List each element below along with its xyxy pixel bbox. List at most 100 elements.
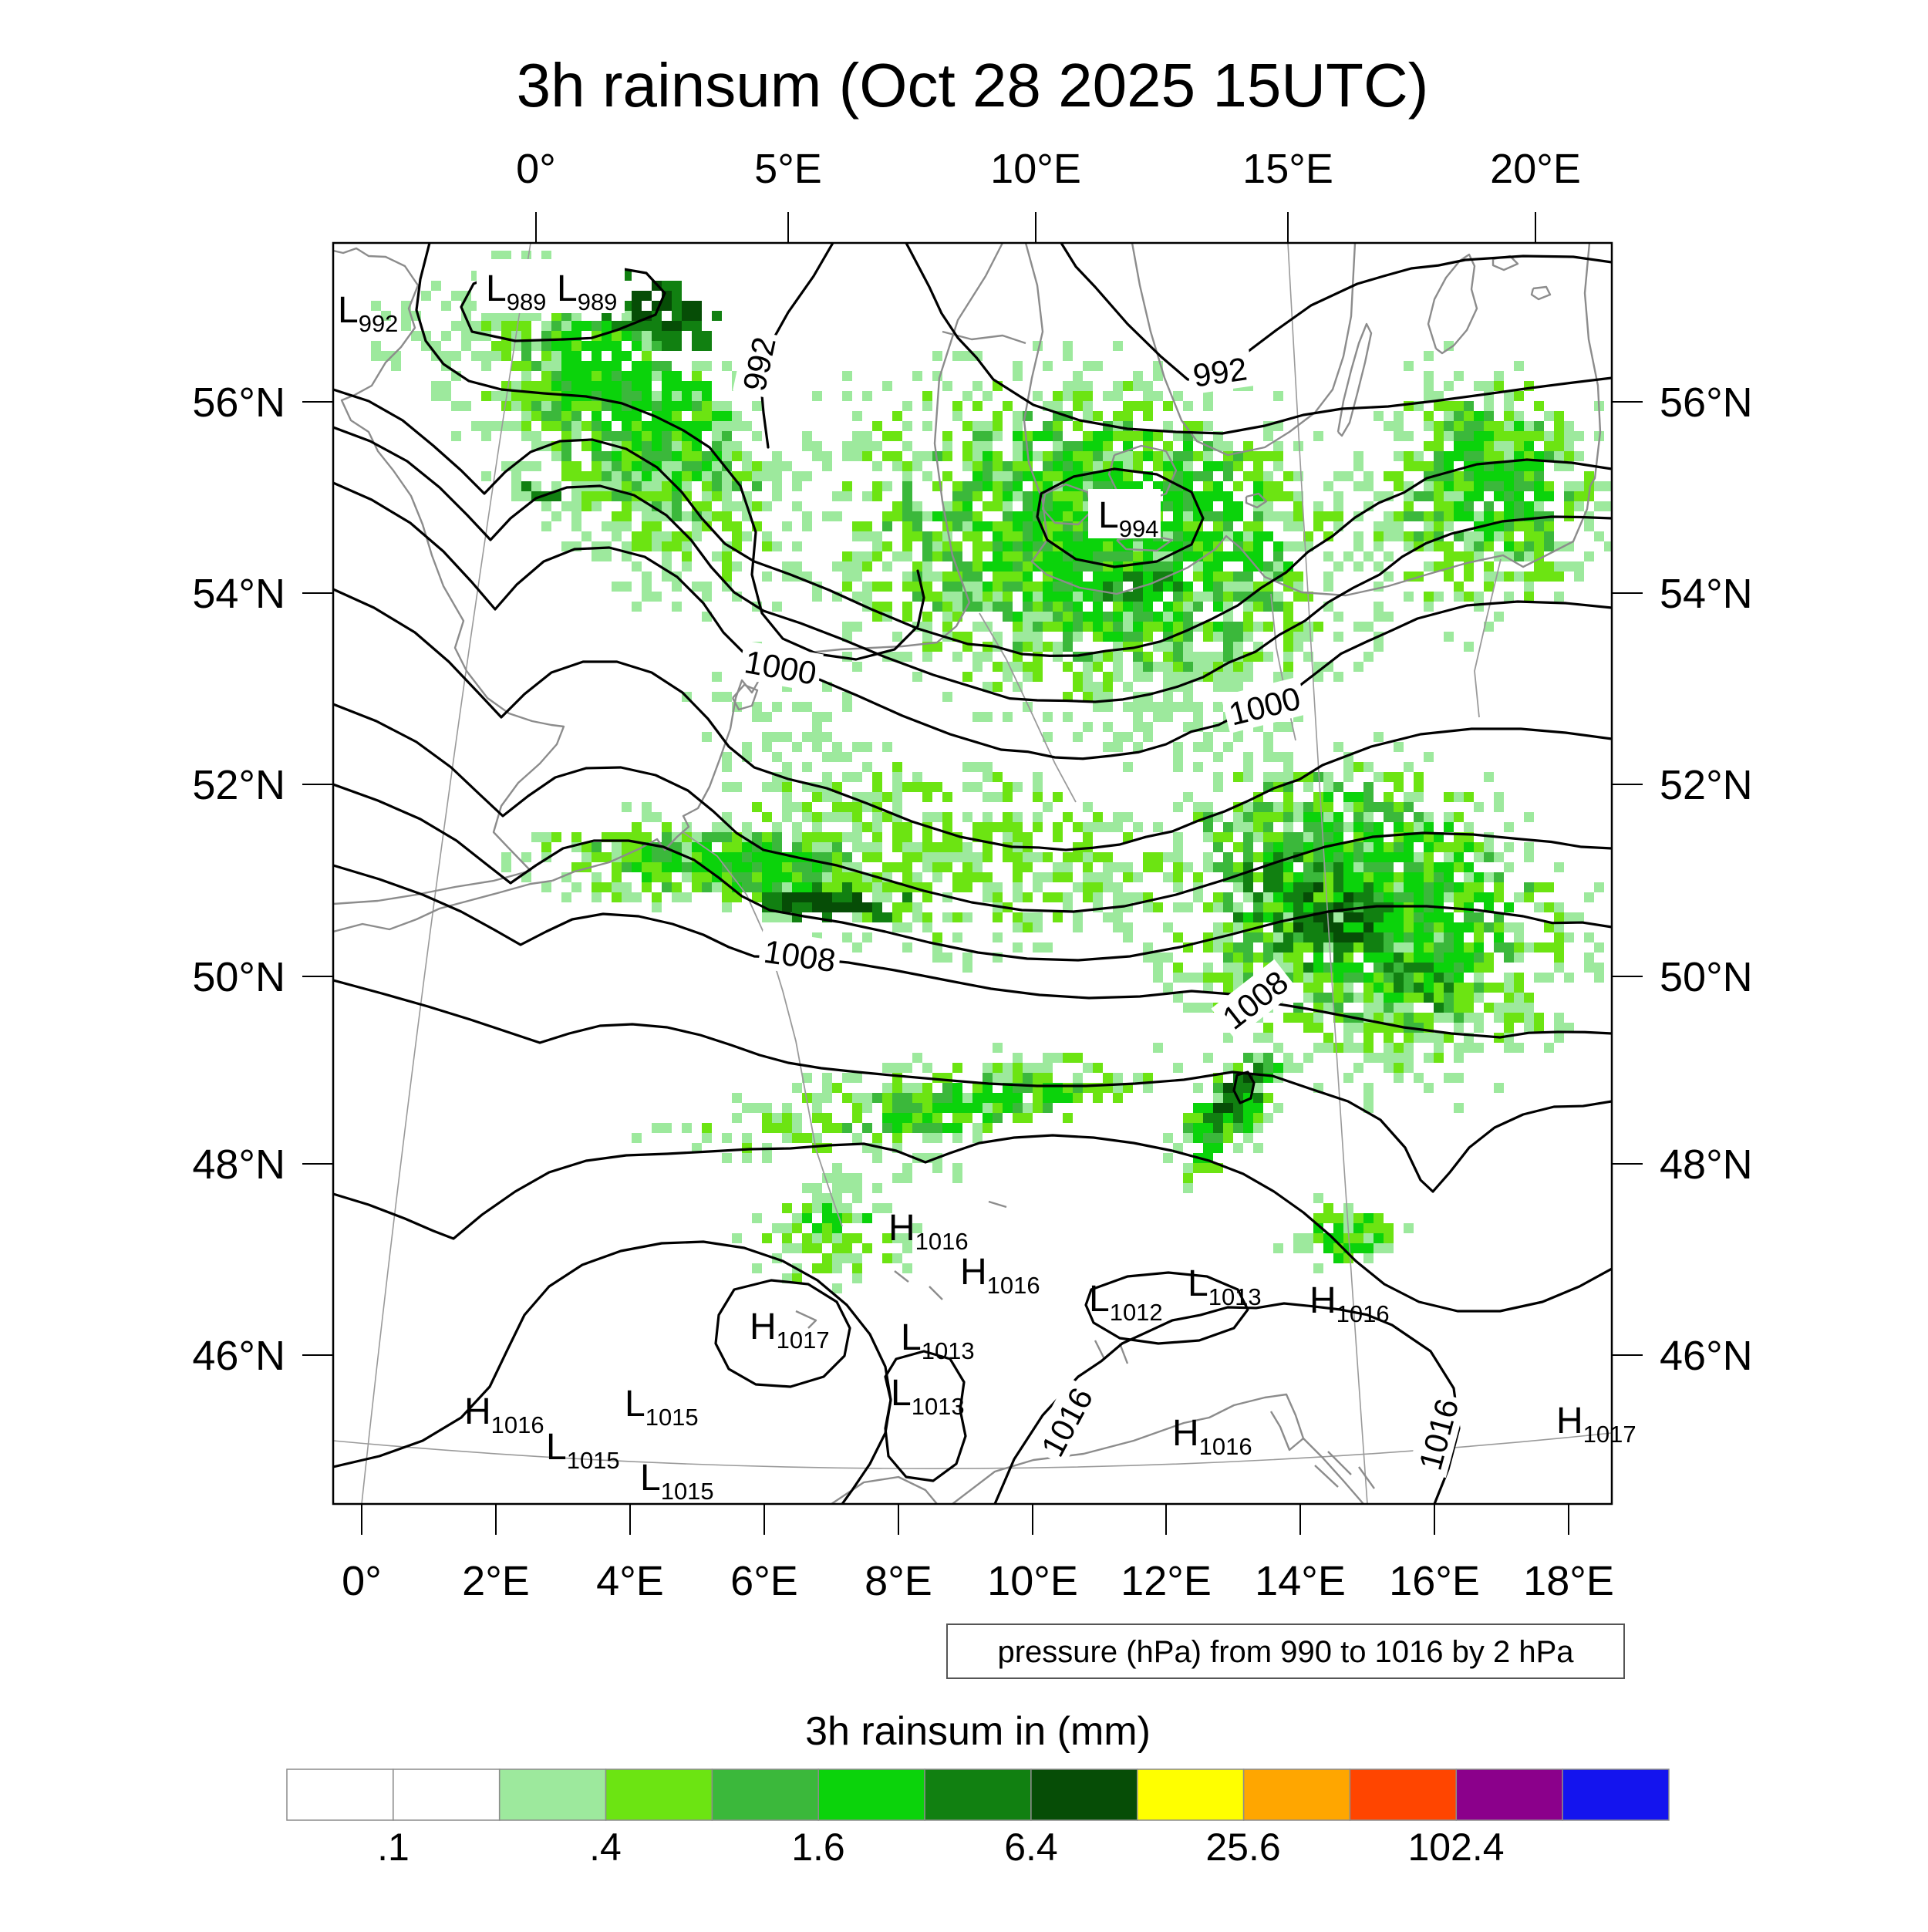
rain-pixel	[852, 622, 862, 632]
rain-pixel	[762, 782, 772, 792]
rain-pixel	[942, 792, 952, 802]
rain-pixel	[812, 1103, 822, 1113]
rain-pixel	[531, 431, 541, 441]
rain-pixel	[1454, 551, 1464, 561]
rain-pixel	[1213, 521, 1223, 531]
rain-pixel	[1414, 1013, 1424, 1023]
rain-pixel	[1253, 812, 1263, 822]
rain-pixel	[612, 331, 622, 341]
rain-pixel	[1213, 902, 1223, 912]
rain-pixel	[1263, 1063, 1273, 1073]
rain-pixel	[1534, 1013, 1544, 1023]
rain-pixel	[581, 501, 592, 511]
rain-pixel	[842, 832, 852, 842]
rain-pixel	[1394, 471, 1404, 481]
rain-pixel	[732, 451, 742, 461]
rain-pixel	[571, 511, 581, 521]
rain-pixel	[1524, 531, 1534, 541]
rain-pixel	[1404, 451, 1414, 461]
rain-pixel	[1213, 892, 1223, 902]
rain-pixel	[822, 752, 832, 762]
rain-pixel	[1534, 1023, 1544, 1033]
rain-pixel	[1113, 882, 1123, 892]
rain-pixel	[1213, 592, 1223, 602]
rain-pixel	[1163, 872, 1173, 882]
rain-pixel	[822, 842, 832, 852]
rain-pixel	[892, 1093, 902, 1103]
rain-pixel	[1444, 521, 1454, 531]
rain-pixel	[852, 822, 862, 832]
rain-pixel	[1013, 561, 1023, 572]
rain-pixel	[1524, 812, 1534, 822]
rain-pixel	[551, 361, 561, 371]
rain-pixel	[1464, 993, 1474, 1003]
rain-pixel	[983, 762, 993, 772]
rain-pixel	[1093, 882, 1103, 892]
rain-pixel	[672, 602, 682, 612]
rain-pixel	[491, 351, 501, 361]
rain-pixel	[962, 963, 972, 973]
rain-pixel	[622, 421, 632, 431]
rain-pixel	[612, 431, 622, 441]
rain-pixel	[722, 491, 732, 501]
rain-pixel	[1013, 572, 1023, 582]
rain-pixel	[682, 862, 692, 872]
rain-pixel	[1404, 461, 1414, 471]
rain-pixel	[872, 551, 882, 561]
rain-pixel	[1263, 932, 1273, 942]
rain-pixel	[912, 1223, 922, 1233]
rain-pixel	[862, 882, 872, 892]
rain-pixel	[592, 431, 602, 441]
rain-pixel	[1333, 1043, 1343, 1053]
rain-pixel	[772, 832, 782, 842]
rain-pixel	[481, 431, 491, 441]
rain-pixel	[1263, 511, 1273, 521]
rain-pixel	[451, 431, 461, 441]
rain-pixel	[592, 381, 602, 391]
rain-pixel	[1514, 521, 1524, 531]
rain-pixel	[1083, 451, 1093, 461]
rain-pixel	[932, 602, 942, 612]
rain-pixel	[1534, 973, 1544, 983]
rain-pixel	[1404, 491, 1414, 501]
rain-pixel	[1333, 782, 1343, 792]
rain-pixel	[1363, 1083, 1374, 1093]
rain-pixel	[852, 572, 862, 582]
rain-pixel	[1173, 842, 1183, 852]
rain-pixel	[1343, 471, 1353, 481]
rain-pixel	[983, 882, 993, 892]
rain-pixel	[1113, 1093, 1123, 1103]
rain-pixel	[1043, 361, 1053, 371]
rain-pixel	[1093, 682, 1103, 692]
rain-pixel	[842, 1093, 852, 1103]
rain-pixel	[481, 321, 491, 331]
rain-pixel	[1514, 391, 1524, 401]
rain-pixel	[602, 541, 612, 551]
rain-pixel	[742, 471, 752, 481]
rain-pixel	[1404, 1053, 1414, 1063]
rain-pixel	[1023, 1063, 1033, 1073]
rain-pixel	[1243, 822, 1253, 832]
rain-pixel	[1504, 983, 1514, 993]
rain-pixel	[1153, 973, 1163, 983]
rain-pixel	[1484, 421, 1494, 431]
rain-pixel	[1534, 401, 1544, 411]
rain-pixel	[1363, 822, 1374, 832]
rain-pixel	[561, 321, 571, 331]
rain-pixel	[592, 842, 602, 852]
rain-pixel	[1093, 852, 1103, 862]
rain-pixel	[1464, 481, 1474, 491]
rain-pixel	[1033, 812, 1043, 822]
rain-pixel	[822, 1193, 832, 1203]
rain-pixel	[752, 1103, 762, 1113]
rain-pixel	[1444, 812, 1454, 822]
rain-pixel	[912, 451, 922, 461]
rain-pixel	[842, 812, 852, 822]
rain-pixel	[551, 481, 561, 491]
rain-pixel	[1303, 652, 1313, 662]
rain-pixel	[511, 471, 521, 481]
rain-pixel	[1003, 812, 1013, 822]
rain-pixel	[571, 381, 581, 391]
rain-pixel	[772, 491, 782, 501]
rain-pixel	[782, 792, 792, 802]
